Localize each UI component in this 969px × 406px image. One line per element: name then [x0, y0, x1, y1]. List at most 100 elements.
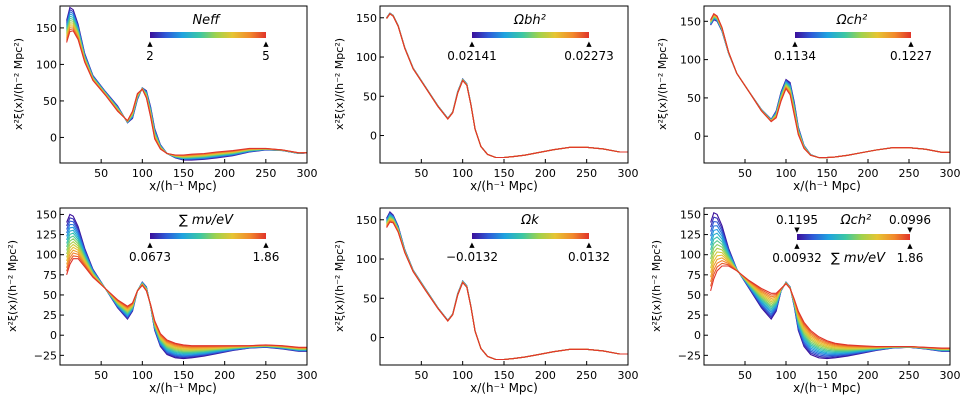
x-tick-label: 50	[414, 167, 428, 180]
curves-omega-b	[386, 12, 628, 159]
y-tick-label: 0	[50, 131, 57, 144]
y-axis-label: x²ξ(x)/(h⁻² Mpc²)	[656, 38, 669, 130]
curves-mnu	[66, 213, 307, 360]
colorbar-min-marker-icon: ▲	[147, 40, 153, 48]
y-axis-label: x²ξ(x)/(h⁻² Mpc²)	[6, 240, 19, 332]
colorbar-min-marker-icon: ▲	[792, 40, 798, 48]
y-tick-label: 100	[680, 54, 701, 67]
x-tick-label: 300	[297, 369, 318, 382]
x-axis-label: x/(h⁻¹ Mpc)	[149, 179, 217, 193]
y-tick-label: 100	[680, 249, 701, 262]
x-tick-label: 300	[940, 167, 961, 180]
plot-frame	[59, 207, 308, 366]
colorbar	[150, 233, 266, 239]
colorbar-max-label: 0.1227	[890, 49, 932, 63]
y-tick-label: 0	[694, 329, 701, 342]
colorbar-min-label: 0.00932	[772, 251, 822, 265]
series-curve-4	[66, 223, 307, 357]
colorbar-title: Neff	[192, 13, 221, 28]
series-curve-6	[66, 229, 307, 355]
colorbar-max-label: 1.86	[897, 251, 924, 265]
series-curve-13	[66, 249, 307, 349]
ticks-neff: 50 100 150 200 250 300 150 100 50 0	[36, 22, 318, 180]
colorbar-min-marker-icon: ▲	[794, 242, 800, 250]
colorbar-max-marker-icon: ▲	[586, 241, 592, 249]
series-curve-5	[710, 228, 950, 355]
colorbar-top-max-label: 0.0996	[889, 213, 931, 227]
y-tick-label: 150	[356, 214, 377, 227]
colorbar-max-label: 0.0132	[568, 250, 610, 264]
series-curve-16	[710, 265, 950, 349]
plot-frame	[379, 5, 629, 164]
x-tick-label: 200	[858, 167, 879, 180]
colorbar	[472, 32, 589, 38]
x-tick-label: 100	[132, 369, 153, 382]
series-curve-4	[710, 225, 950, 356]
y-tick-label: 50	[687, 289, 701, 302]
y-axis-label: x²ξ(x)/(h⁻² Mpc²)	[333, 240, 346, 332]
x-axis-label: x/(h⁻¹ Mpc)	[793, 179, 861, 193]
plot-frame	[379, 207, 629, 366]
ticks-omega-b: 50 100 150 200 250 300 150 100 50 0	[356, 12, 639, 180]
series-curve-15	[66, 255, 307, 349]
plot-frame	[703, 5, 951, 164]
x-tick-label: 200	[214, 167, 235, 180]
x-tick-label: 50	[738, 369, 752, 382]
x-tick-label: 50	[414, 369, 428, 382]
curves-neff	[66, 6, 308, 161]
x-tick-label: 250	[899, 369, 920, 382]
series-curve-12	[386, 13, 628, 159]
series-curve-12	[66, 30, 307, 156]
y-tick-label: 50	[363, 90, 377, 103]
series-curve-1	[66, 6, 308, 161]
x-tick-label: 150	[494, 167, 515, 180]
x-tick-label: 150	[173, 369, 194, 382]
y-tick-label: 50	[43, 95, 57, 108]
y-tick-label: 25	[43, 309, 57, 322]
series-curve-12	[386, 221, 628, 361]
series-curve-8	[386, 217, 628, 361]
series-curve-10	[386, 219, 628, 361]
colorbar-max-label: 1.86	[253, 250, 280, 264]
colorbar-title: Ωch²	[836, 13, 868, 28]
y-tick-label: 100	[356, 253, 377, 266]
panel-omega-c: 50 100 150 200 250 300 150 100 50 0 x/(h⁻¹ Mpc) x…	[656, 5, 961, 193]
x-tick-label: 150	[817, 167, 838, 180]
panel-neff: 50 100 150 200 250 300 150 100 50 0 x/(h⁻¹ Mpc) x…	[12, 5, 318, 193]
x-tick-label: 200	[535, 167, 556, 180]
x-tick-label: 100	[776, 167, 797, 180]
colorbar-min-label: 0.1134	[774, 49, 816, 63]
x-tick-label: 50	[738, 167, 752, 180]
y-tick-label: 50	[43, 289, 57, 302]
y-tick-label: 150	[36, 22, 57, 35]
x-tick-label: 200	[858, 369, 879, 382]
colorbar-top-max-marker-icon: ▼	[907, 226, 913, 234]
y-axis-label: x²ξ(x)/(h⁻² Mpc²)	[650, 240, 663, 332]
y-tick-label: 75	[687, 269, 701, 282]
colorbar-top-min-label: 0.1195	[776, 213, 818, 227]
colorbar-min-marker-icon: ▲	[469, 241, 475, 249]
y-tick-label: 50	[687, 92, 701, 105]
x-axis-label: x/(h⁻¹ Mpc)	[149, 381, 217, 395]
x-tick-label: 200	[214, 369, 235, 382]
colorbar-min-label: 0.0673	[129, 250, 171, 264]
y-tick-label: 150	[36, 208, 57, 221]
y-axis-label: x²ξ(x)/(h⁻² Mpc²)	[333, 38, 346, 130]
y-tick-label: 0	[694, 130, 701, 143]
y-tick-label: 0	[50, 329, 57, 342]
y-tick-label: 150	[356, 12, 377, 25]
panel-omega-k: 50 100 150 200 250 300 150 100 50 0 x/(h⁻¹ Mpc) x…	[333, 207, 639, 395]
x-axis-label: x/(h⁻¹ Mpc)	[470, 381, 538, 395]
x-tick-label: 250	[576, 167, 597, 180]
y-axis-label: x²ξ(x)/(h⁻² Mpc²)	[12, 38, 25, 130]
y-tick-label: 100	[36, 58, 57, 71]
series-curve-12	[710, 254, 950, 350]
ticks-omega-k: 50 100 150 200 250 300 150 100 50 0	[356, 214, 639, 382]
x-axis-label: x/(h⁻¹ Mpc)	[470, 179, 538, 193]
y-tick-label: 150	[680, 208, 701, 221]
colorbar	[795, 32, 911, 38]
colorbar-max-marker-icon: ▲	[907, 242, 913, 250]
